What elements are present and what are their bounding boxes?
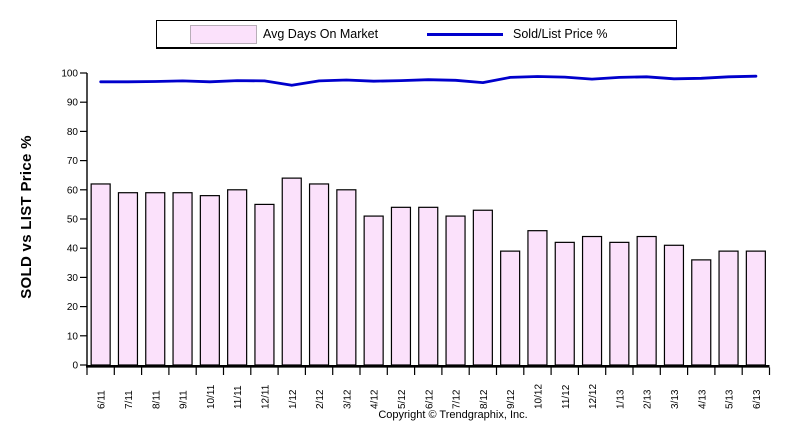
y-tick-label: 10 (67, 331, 79, 342)
bar-1/13 (609, 241, 630, 366)
x-tick-label: 4/13 (697, 389, 708, 409)
bar-7/12 (445, 215, 466, 366)
x-tick-label: 9/11 (179, 390, 190, 409)
x-tick-label: 12/12 (588, 384, 599, 409)
bar-10/11 (199, 195, 220, 366)
bar-11/12 (554, 241, 575, 366)
bar-6/11 (90, 183, 111, 366)
x-tick-label: 12/11 (260, 384, 271, 409)
bar-5/12 (390, 206, 412, 366)
x-tick-label: 5/12 (397, 389, 408, 409)
x-tick-label: 10/12 (533, 384, 544, 409)
y-tick-label: 70 (67, 156, 79, 167)
bar-3/13 (663, 244, 685, 366)
x-tick-label: 7/11 (124, 390, 135, 409)
x-tick-label: 5/13 (725, 389, 736, 409)
sold-list-price-line (99, 74, 758, 87)
x-tick-label: 1/13 (615, 389, 626, 409)
bar-1/12 (281, 177, 302, 366)
bar-3/12 (336, 189, 357, 366)
y-tick-label: 50 (67, 215, 79, 226)
x-tick-label: 9/12 (506, 389, 517, 409)
bar-9/11 (172, 192, 193, 366)
y-tick-label: 80 (67, 127, 79, 138)
y-axis-title: SOLD vs LIST Price % (18, 135, 35, 299)
x-tick-label: 8/12 (479, 389, 490, 409)
y-tick-label: 60 (67, 185, 79, 196)
bar-8/11 (145, 192, 166, 366)
y-tick-label: 90 (67, 98, 79, 109)
bar-9/12 (500, 250, 521, 366)
x-tick-label: 2/13 (643, 389, 654, 409)
bar-2/12 (308, 183, 330, 366)
bar-5/13 (718, 250, 739, 366)
x-tick-label: 8/11 (151, 390, 162, 409)
x-tick-label: 6/11 (97, 390, 108, 409)
y-tick-label: 40 (67, 244, 79, 255)
y-tick-label: 100 (61, 69, 78, 80)
x-tick-label: 3/13 (670, 389, 681, 409)
bar-6/12 (418, 206, 439, 366)
bar-6/13 (745, 250, 766, 366)
x-tick-label: 11/12 (561, 384, 572, 409)
y-tick-label: 20 (67, 302, 79, 313)
copyright-text: Copyright © Trendgraphix, Inc. (378, 409, 528, 421)
bar-12/11 (254, 203, 275, 366)
x-tick-label: 3/12 (342, 389, 353, 409)
bar-4/12 (363, 215, 384, 366)
bar-12/12 (581, 235, 603, 366)
bar-7/11 (117, 192, 139, 366)
bar-10/12 (527, 230, 548, 366)
bar-series-label: Avg Days On Market (263, 27, 379, 41)
x-tick-label: 10/11 (206, 384, 217, 409)
x-tick-label: 4/12 (370, 389, 381, 409)
bar-4/13 (691, 259, 712, 366)
bar-11/11 (227, 189, 248, 366)
bar-2/13 (636, 235, 657, 366)
bar-8/12 (472, 209, 493, 366)
x-tick-label: 1/12 (288, 389, 299, 409)
x-tick-label: 6/12 (424, 389, 435, 409)
x-tick-label: 7/12 (452, 389, 463, 409)
x-tick-label: 11/11 (233, 385, 244, 409)
x-tick-label: 6/13 (752, 389, 763, 409)
x-tick-label: 2/12 (315, 389, 326, 409)
y-tick-label: 30 (67, 273, 79, 284)
legend: Avg Days On Market Sold/List Price % (156, 20, 677, 49)
line-series-label: Sold/List Price % (513, 27, 608, 41)
y-tick-label: 0 (72, 361, 78, 372)
bar-series-swatch (190, 25, 257, 44)
line-series-swatch (427, 33, 503, 36)
